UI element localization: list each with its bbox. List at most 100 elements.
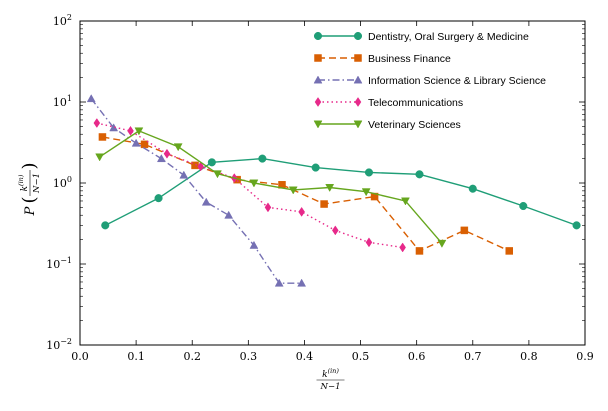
data-point	[365, 237, 373, 248]
x-tick-label: 0.2	[183, 350, 201, 363]
data-point	[332, 225, 339, 236]
data-point	[401, 197, 410, 206]
x-tick-label: 0.4	[296, 350, 314, 363]
data-point	[207, 158, 216, 167]
data-point	[399, 242, 406, 253]
y-tick-label: 10−1	[46, 256, 72, 271]
data-point	[249, 240, 259, 249]
data-point	[249, 179, 259, 188]
data-point	[95, 153, 105, 162]
data-point	[288, 186, 298, 195]
data-point	[197, 161, 204, 172]
data-point	[86, 94, 96, 103]
data-point	[415, 170, 424, 179]
legend-label: Dentistry, Oral Surgery & Medicine	[368, 31, 529, 43]
data-point	[93, 118, 101, 128]
x-axis-label-denominator: N−1	[320, 382, 341, 392]
data-point	[173, 143, 183, 152]
data-point	[134, 127, 144, 136]
data-point	[213, 170, 222, 179]
series-3	[86, 94, 307, 287]
data-point	[274, 278, 284, 287]
x-axis-label-numerator: k(in)	[322, 367, 339, 380]
plot-area	[86, 94, 581, 287]
data-point	[460, 226, 469, 235]
y-axis-label-close-paren: )	[19, 162, 40, 169]
y-tick-label: 10−2	[46, 337, 72, 352]
series-1	[101, 154, 581, 230]
x-tick-label: 0.5	[352, 350, 370, 363]
data-point	[154, 194, 163, 203]
data-point	[320, 200, 328, 208]
legend-marker	[313, 120, 323, 129]
data-point	[163, 148, 171, 159]
y-axis-label-numerator: k(in)	[17, 174, 30, 191]
data-point	[131, 138, 141, 147]
data-point	[415, 247, 424, 255]
legend-entry-2: Business Finance	[314, 53, 451, 65]
data-point	[201, 197, 211, 206]
data-point	[298, 206, 305, 217]
legend-label: Veterinary Sciences	[368, 119, 461, 131]
data-point	[297, 278, 307, 287]
data-point	[311, 163, 320, 172]
series-5	[95, 127, 447, 248]
legend-marker	[354, 54, 362, 62]
axes: 0.0 0.1 0.2 0.3 0.4 0.5 0.6 0.7 0.8 0.9 10−2 10−1 10…	[46, 13, 594, 363]
legend-marker	[314, 54, 322, 62]
x-tick-label: 0.3	[240, 350, 258, 363]
x-tick-label: 0.8	[520, 350, 538, 363]
y-tick-label: 102	[53, 13, 72, 28]
data-point	[179, 170, 189, 179]
x-tick-label: 0.6	[408, 350, 426, 363]
legend-marker	[353, 75, 363, 84]
data-point	[98, 133, 107, 141]
legend-entry-1: Dentistry, Oral Surgery & Medicine	[313, 31, 529, 43]
legend-label: Business Finance	[368, 53, 451, 65]
y-tick-label: 100	[53, 175, 72, 190]
legend-label: Telecommunications	[368, 97, 463, 109]
series-line	[99, 130, 443, 244]
legend-marker	[353, 31, 363, 41]
y-axis-label-prefix: P	[23, 206, 38, 216]
legend: Dentistry, Oral Surgery & Medicine Busine…	[313, 31, 546, 131]
legend-marker	[354, 97, 362, 107]
x-tick-label: 0.1	[127, 350, 145, 363]
axis-labels: k(in)N−1P(k(in) N−1)	[17, 162, 345, 392]
data-point	[572, 221, 581, 230]
data-point	[224, 210, 234, 219]
legend-entry-5: Veterinary Sciences	[313, 119, 461, 131]
data-point	[468, 184, 477, 193]
legend-entry-4: Telecommunications	[314, 97, 463, 109]
legend-marker	[313, 75, 323, 84]
data-point	[264, 202, 272, 213]
legend-marker	[353, 120, 363, 129]
data-point	[364, 168, 374, 177]
data-point	[127, 125, 134, 136]
data-point	[519, 201, 528, 211]
legend-entry-3: Information Science & Library Science	[313, 75, 546, 87]
y-axis-label: P ( k(in) N−1)	[17, 162, 42, 216]
data-point	[437, 239, 447, 248]
x-tick-label: 0.7	[464, 350, 482, 363]
x-tick-label: 0.0	[71, 350, 89, 363]
data-point	[325, 184, 335, 193]
data-point	[101, 221, 110, 230]
data-point	[156, 154, 166, 163]
x-tick-label: 0.9	[576, 350, 594, 363]
y-axis-label-denominator: N−1	[32, 173, 42, 194]
data-point	[258, 154, 267, 163]
legend-marker	[313, 31, 323, 41]
series-line	[104, 157, 577, 227]
y-tick-label: 101	[53, 94, 72, 109]
series-line	[96, 122, 403, 249]
legend-label: Information Science & Library Science	[368, 75, 546, 87]
data-point	[505, 247, 513, 255]
legend-marker	[314, 97, 322, 107]
series-line	[90, 98, 302, 284]
y-axis-label-open-paren: (	[19, 196, 40, 203]
data-point	[361, 188, 371, 197]
